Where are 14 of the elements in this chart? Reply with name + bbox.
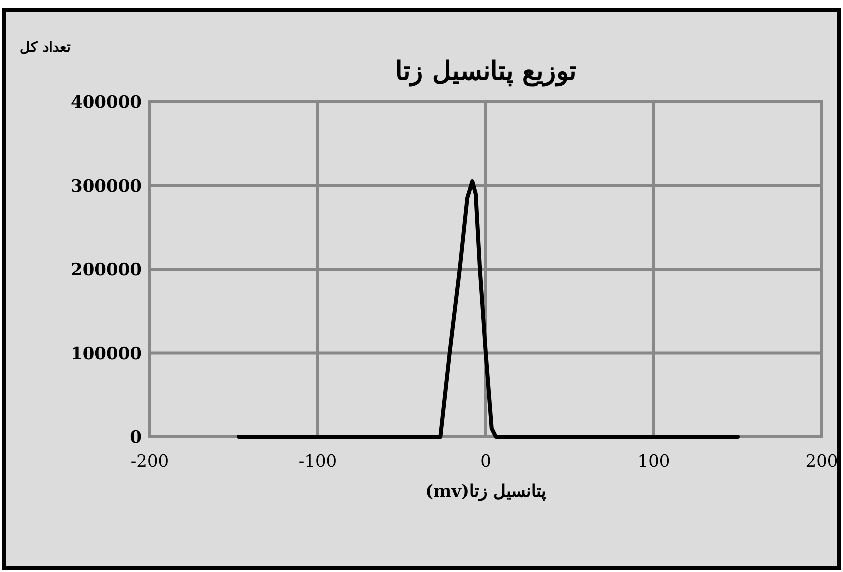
x-tick-label: -200 (130, 452, 170, 472)
y-tick-label: 200000 (71, 260, 142, 280)
x-tick-label: 200 (806, 452, 838, 472)
chart-title: توزیع پتانسیل زتا (395, 57, 577, 87)
y-axis-title: تعداد کل (20, 40, 71, 56)
x-tick-label: -100 (298, 452, 338, 472)
x-axis-title: پتانسیل زتا(mv) (426, 482, 546, 502)
x-tick-label: 100 (638, 452, 670, 472)
y-tick-label: 400000 (71, 93, 142, 113)
x-tick-label: 0 (480, 452, 492, 472)
line-series (237, 180, 740, 439)
y-tick-label: 100000 (71, 344, 142, 364)
y-tick-label: 0 (130, 428, 142, 448)
y-tick-label: 300000 (71, 176, 142, 197)
